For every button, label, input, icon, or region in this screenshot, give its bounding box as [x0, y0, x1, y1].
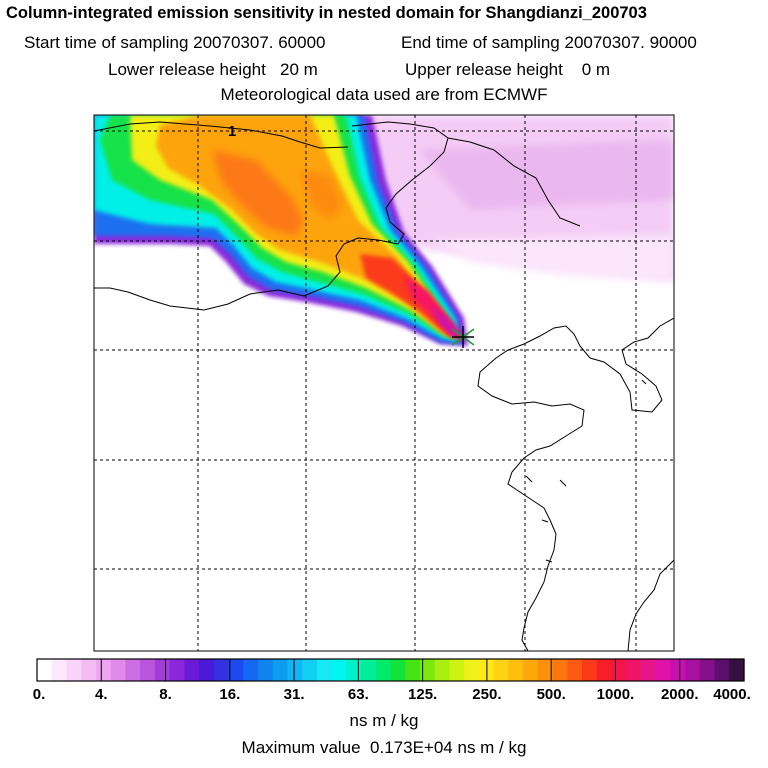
map-frame [93, 114, 675, 652]
colorbar-segment [390, 659, 406, 681]
colorbar-segment [110, 659, 126, 681]
colorbar-segment [685, 659, 701, 681]
colorbar-segment [316, 659, 333, 681]
colorbar-segment [154, 659, 171, 681]
colorbar-segment [670, 659, 686, 681]
graticule [94, 115, 674, 651]
upper-release-height: Upper release height 0 m [405, 60, 610, 80]
colorbar [36, 659, 745, 681]
coastline-east [627, 559, 674, 651]
end-time-value: 20070307. 90000 [564, 33, 697, 52]
maximum-label: Maximum value [241, 738, 361, 757]
colorbar-segment [37, 659, 53, 681]
colorbar-segment [537, 659, 554, 681]
colorbar-segment [331, 659, 347, 681]
colorbar-frame [36, 658, 745, 682]
coastline-bohai [94, 121, 449, 311]
colorbar-segment [449, 659, 465, 681]
colorbar-segment [581, 659, 598, 681]
colorbar-tick-label: 8. [159, 686, 172, 703]
colorbar-segment [199, 659, 215, 681]
lower-height-label: Lower release height [108, 60, 266, 79]
colorbar-tick-label: 250. [472, 686, 502, 703]
colorbar-segment [419, 659, 436, 681]
colorbar-segment [243, 659, 259, 681]
islands [525, 379, 647, 563]
colorbar-segment [66, 659, 82, 681]
contour-label: 1 [228, 123, 236, 140]
colorbar-segment [228, 659, 244, 681]
upper-height-label: Upper release height [405, 60, 563, 79]
colorbar-segment [699, 659, 716, 681]
colorbar-segment [257, 659, 274, 681]
release-point-marker [451, 326, 475, 348]
end-time-label: End time of sampling [401, 33, 560, 52]
upper-height-value: 0 m [581, 60, 611, 79]
maximum-number: 0.173E+04 ns m / kg [370, 738, 527, 757]
colorbar-segment [95, 659, 112, 681]
colorbar-segment [464, 659, 480, 681]
colorbar-segment [611, 659, 627, 681]
colorbar-segment [434, 659, 451, 681]
map-title: Column-integrated emission sensitivity i… [6, 4, 647, 22]
colorbar-tick-label: 16. [219, 686, 241, 703]
colorbar-segment [729, 659, 745, 681]
sensitivity-field [94, 115, 674, 346]
met-data-source: Meteorological data used are from ECMWF [220, 85, 548, 104]
start-time: Start time of sampling 20070307. 60000 [24, 33, 326, 53]
colorbar-segment [508, 659, 524, 681]
colorbar-segment [567, 659, 583, 681]
colorbar-segment [140, 659, 156, 681]
colorbar-segment [655, 659, 671, 681]
colorbar-tick-label: 63. [347, 686, 369, 703]
colorbar-segment [375, 659, 392, 681]
colorbar-segment [346, 659, 362, 681]
coastlines [94, 121, 674, 651]
colorbar-segment [125, 659, 141, 681]
start-time-label: Start time of sampling [24, 33, 189, 52]
colorbar-segment [213, 659, 230, 681]
border-line [94, 121, 349, 149]
colorbar-tick-label: 4. [95, 686, 108, 703]
colorbar-segment [272, 659, 288, 681]
colorbar-segment [81, 659, 97, 681]
colorbar-segment [552, 659, 568, 681]
colorbar-segment [302, 659, 318, 681]
colorbar-tick-label: 31. [283, 686, 305, 703]
end-time: End time of sampling 20070307. 90000 [401, 33, 697, 53]
colorbar-segment [287, 659, 303, 681]
colorbar-segment [640, 659, 657, 681]
colorbar-tick-label: 2000. [660, 686, 699, 703]
coastline-korea-china [477, 317, 674, 651]
lower-height-value: 20 m [280, 60, 318, 79]
start-time-value: 20070307. 60000 [193, 33, 326, 52]
maximum-value: Maximum value 0.173E+04 ns m / kg [0, 738, 768, 758]
colorbar-segment [523, 659, 539, 681]
colorbar-segment [361, 659, 377, 681]
colorbar-segment [184, 659, 200, 681]
lower-release-height: Lower release height 20 m [108, 60, 318, 80]
colorbar-segment [405, 659, 421, 681]
colorbar-segment [714, 659, 730, 681]
colorbar-segment [596, 659, 613, 681]
colorbar-segment [626, 659, 642, 681]
colorbar-tick-label: 500. [536, 686, 566, 703]
colorbar-segment [169, 659, 185, 681]
colorbar-segment [493, 659, 509, 681]
colorbar-tick-label: 125. [408, 686, 438, 703]
colorbar-segment [51, 659, 68, 681]
colorbar-tick-label: 1000. [596, 686, 635, 703]
colorbar-units: ns m / kg [349, 711, 419, 730]
colorbar-tick-label: 0. [32, 686, 46, 703]
colorbar-tick-label: 4000. [713, 686, 751, 703]
